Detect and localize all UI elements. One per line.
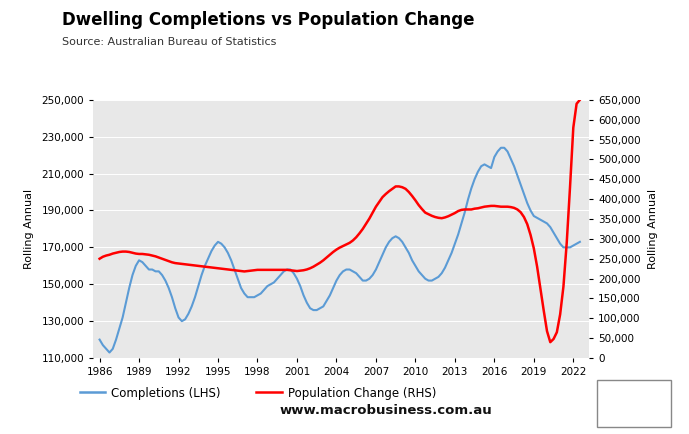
Text: MACRO: MACRO: [579, 31, 644, 46]
FancyBboxPatch shape: [597, 380, 671, 427]
Text: BUSINESS: BUSINESS: [577, 64, 646, 77]
Text: Dwelling Completions vs Population Change: Dwelling Completions vs Population Chang…: [62, 11, 475, 29]
Legend: Completions (LHS), Population Change (RHS): Completions (LHS), Population Change (RH…: [75, 382, 441, 404]
Y-axis label: Rolling Annual: Rolling Annual: [24, 189, 34, 269]
Text: www.macrobusiness.com.au: www.macrobusiness.com.au: [280, 404, 492, 417]
Text: Source: Australian Bureau of Statistics: Source: Australian Bureau of Statistics: [62, 37, 276, 47]
Y-axis label: Rolling Annual: Rolling Annual: [648, 189, 658, 269]
